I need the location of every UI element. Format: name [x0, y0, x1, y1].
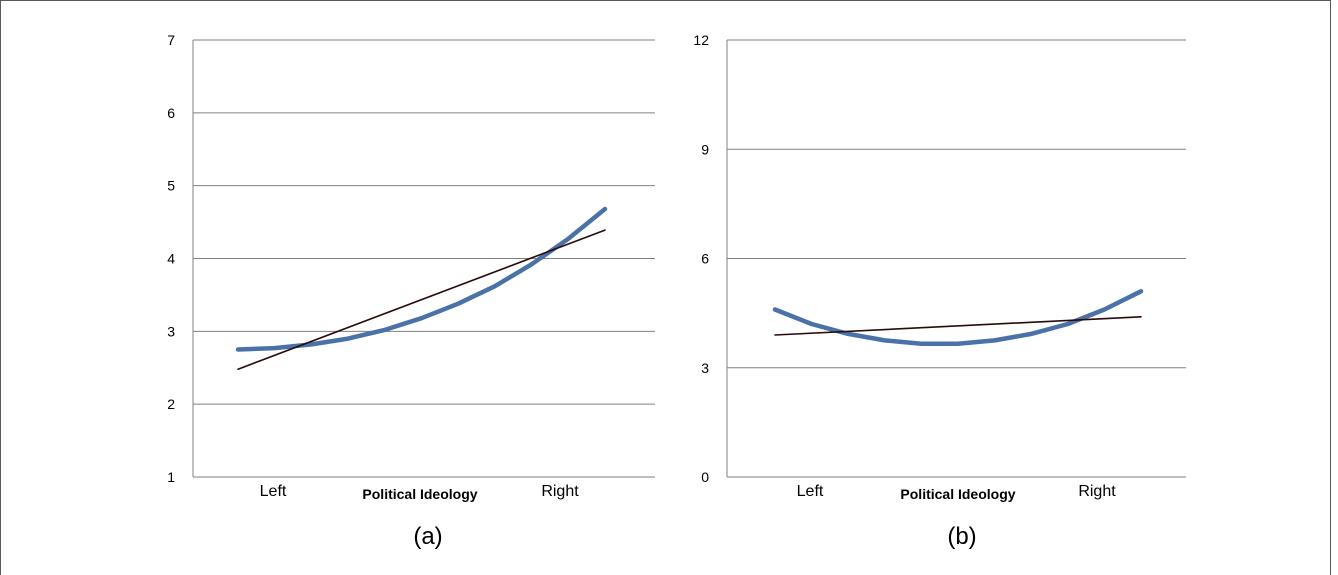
x-axis-label: Political Ideology — [900, 486, 1015, 502]
linear-fit-line — [774, 316, 1142, 336]
y-tick-label: 0 — [701, 469, 709, 485]
chart-panel-2: 0 3 6 9 12 Left Right Political Ideology (b) — [693, 32, 1186, 550]
x-category-label: Left — [260, 483, 287, 500]
y-tick-label: 5 — [167, 178, 175, 194]
x-category-label: Left — [797, 483, 824, 500]
panel-label: (b) — [947, 523, 976, 550]
panel-label: (a) — [413, 523, 442, 550]
y-tick-label: 2 — [167, 396, 175, 412]
fitted-curve — [235, 206, 608, 352]
y-tick-label: 1 — [167, 469, 175, 485]
y-tick-label: 6 — [167, 105, 175, 121]
y-tick-label: 6 — [701, 251, 709, 267]
chart-panel-1: 1 2 3 4 5 6 7 Left Right Political Ideology (a) — [167, 32, 655, 550]
y-tick-label: 3 — [701, 360, 709, 376]
linear-fit-line — [237, 229, 606, 370]
y-tick-label: 12 — [693, 32, 709, 48]
fitted-curve — [772, 289, 1144, 346]
x-category-label: Right — [1078, 483, 1116, 500]
y-tick-label: 4 — [167, 251, 175, 267]
y-tick-label: 3 — [167, 323, 175, 339]
x-axis-label: Political Ideology — [362, 486, 477, 502]
x-category-label: Right — [541, 483, 579, 500]
y-tick-label: 7 — [167, 32, 175, 48]
y-tick-label: 9 — [701, 141, 709, 157]
